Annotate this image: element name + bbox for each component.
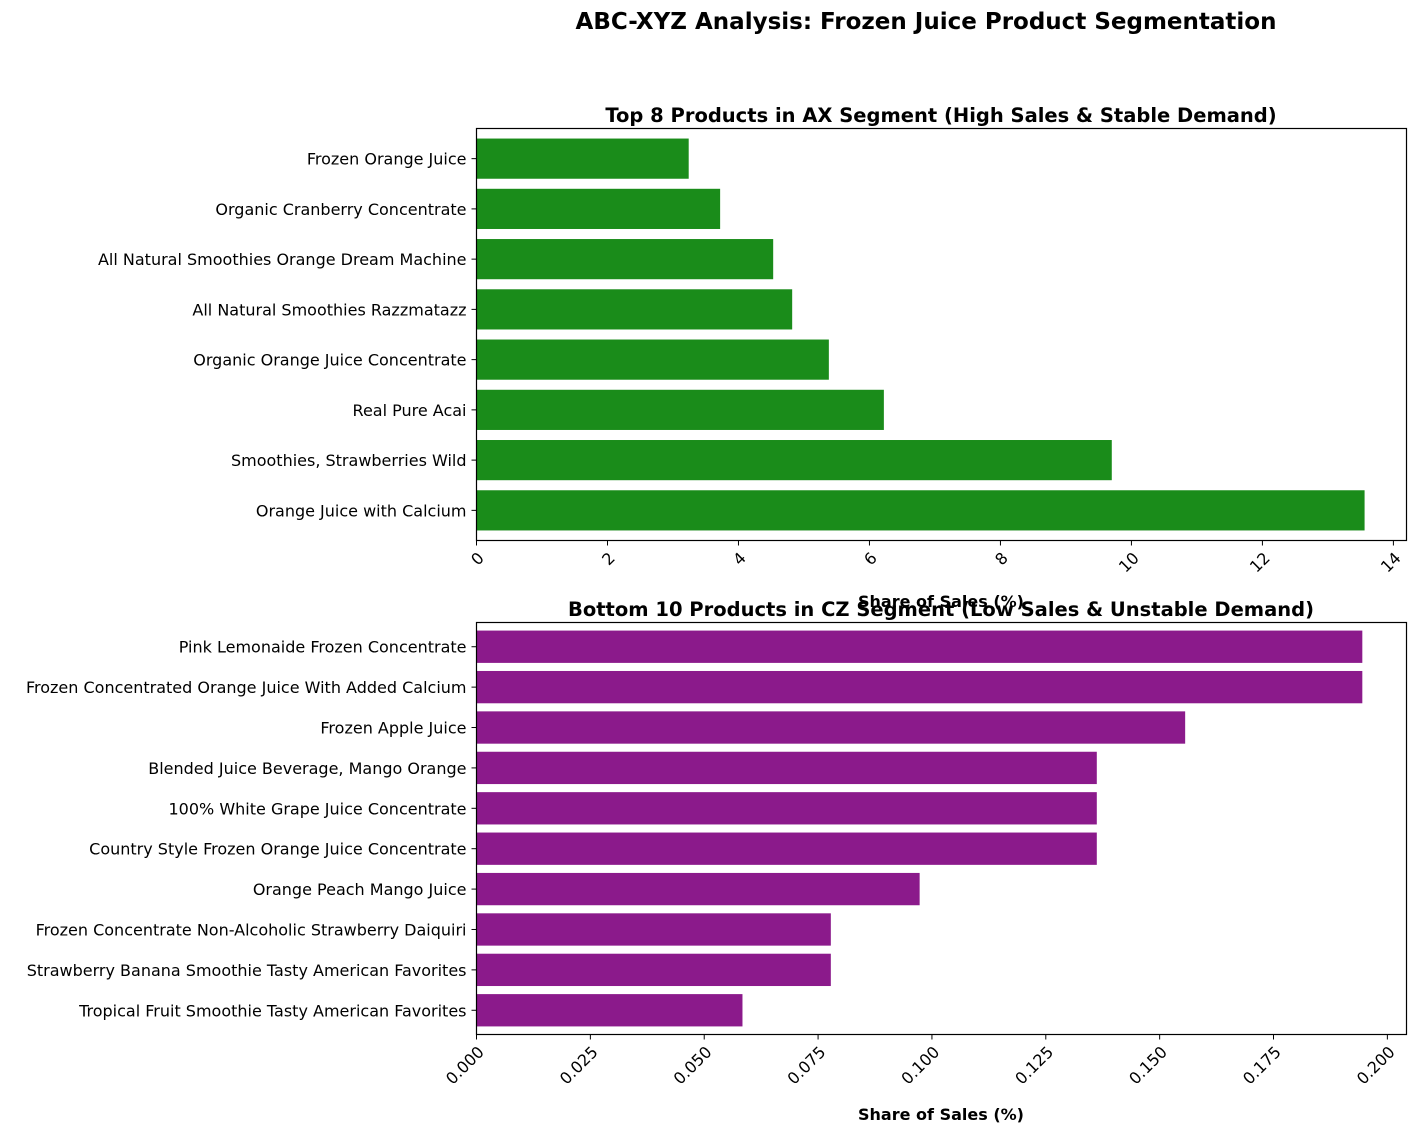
x-tick-label: 0.200 bbox=[1353, 1042, 1399, 1088]
bar bbox=[476, 440, 1112, 481]
category-label: Frozen Concentrated Orange Juice With Ad… bbox=[26, 678, 467, 697]
category-label: All Natural Smoothies Orange Dream Machi… bbox=[98, 250, 467, 269]
category-label: Tropical Fruit Smoothie Tasty American F… bbox=[78, 1001, 466, 1020]
x-tick-label: 0.125 bbox=[1011, 1042, 1057, 1088]
bar bbox=[476, 239, 774, 280]
category-label: Real Pure Acai bbox=[353, 401, 467, 420]
category-label: Orange Peach Mango Juice bbox=[253, 880, 467, 899]
plot-frame bbox=[475, 621, 1408, 1036]
plot-frame bbox=[475, 127, 1408, 542]
x-tick-label: 6 bbox=[860, 548, 881, 569]
x-tick-label: 0.175 bbox=[1239, 1042, 1285, 1088]
bar bbox=[476, 490, 1365, 531]
chart-title: Bottom 10 Products in CZ Segment (Low Sa… bbox=[568, 598, 1314, 621]
category-label: Frozen Concentrate Non-Alcoholic Strawbe… bbox=[36, 920, 467, 939]
x-tick-label: 0.075 bbox=[784, 1042, 830, 1088]
bar bbox=[476, 953, 831, 987]
bar bbox=[476, 389, 884, 430]
x-tick-label: 0.100 bbox=[897, 1042, 943, 1088]
x-tick-label: 0.050 bbox=[670, 1042, 716, 1088]
bar bbox=[476, 832, 1097, 865]
category-label: Pink Lemonaide Frozen Concentrate bbox=[179, 638, 467, 657]
category-label: 100% White Grape Juice Concentrate bbox=[169, 799, 467, 818]
x-axis-label: Share of Sales (%) bbox=[858, 592, 1024, 611]
ax-segment-chart: Top 8 Products in AX Segment (High Sales… bbox=[98, 104, 1408, 611]
category-label: Organic Orange Juice Concentrate bbox=[193, 351, 466, 370]
category-label: Organic Cranberry Concentrate bbox=[215, 200, 466, 219]
bar bbox=[476, 994, 743, 1027]
bar bbox=[476, 670, 1363, 704]
x-ticks: 0 2 4 6 8 10 12 14 bbox=[467, 540, 1405, 576]
bar bbox=[476, 630, 1363, 663]
bar bbox=[476, 792, 1097, 825]
category-label: Strawberry Banana Smoothie Tasty America… bbox=[27, 961, 467, 980]
category-label: Frozen Apple Juice bbox=[320, 719, 466, 738]
bar bbox=[476, 872, 920, 906]
category-label: Blended Juice Beverage, Mango Orange bbox=[148, 759, 466, 778]
x-tick-label: 14 bbox=[1377, 548, 1405, 576]
x-tick-label: 0.000 bbox=[442, 1042, 488, 1088]
x-tick-label: 10 bbox=[1115, 548, 1143, 576]
category-label: All Natural Smoothies Razzmatazz bbox=[192, 300, 466, 319]
bar bbox=[476, 711, 1186, 744]
chart-title: Top 8 Products in AX Segment (High Sales… bbox=[605, 104, 1276, 127]
category-labels: Orange Juice with Calcium Smoothies, Stra… bbox=[98, 150, 477, 520]
category-label: Smoothies, Strawberries Wild bbox=[231, 451, 467, 470]
figure-title: ABC-XYZ Analysis: Frozen Juice Product S… bbox=[576, 9, 1277, 35]
bars-group bbox=[476, 138, 1365, 531]
x-tick-label: 4 bbox=[729, 548, 750, 569]
category-label: Orange Juice with Calcium bbox=[256, 501, 467, 520]
bar bbox=[476, 751, 1097, 785]
category-label: Country Style Frozen Orange Juice Concen… bbox=[89, 840, 466, 859]
category-label: Frozen Orange Juice bbox=[307, 150, 467, 169]
x-tick-label: 0 bbox=[467, 548, 488, 569]
bar bbox=[476, 188, 721, 229]
cz-segment-chart: Bottom 10 Products in CZ Segment (Low Sa… bbox=[26, 598, 1408, 1124]
x-tick-label: 8 bbox=[991, 548, 1012, 569]
x-tick-label: 2 bbox=[598, 548, 619, 569]
x-tick-label: 12 bbox=[1246, 548, 1274, 576]
bars-group bbox=[476, 630, 1363, 1027]
bar bbox=[476, 289, 793, 330]
x-axis-label: Share of Sales (%) bbox=[858, 1105, 1024, 1124]
category-labels: Pink Lemonaide Frozen Concentrate Frozen … bbox=[26, 638, 477, 1020]
x-ticks: 0.000 0.025 0.050 0.075 0.100 0.125 0.150 0.175… bbox=[442, 1034, 1399, 1088]
x-tick-label: 0.025 bbox=[556, 1042, 602, 1088]
bar bbox=[476, 913, 831, 946]
bar bbox=[476, 138, 689, 179]
bar bbox=[476, 339, 829, 380]
x-tick-label: 0.150 bbox=[1125, 1042, 1171, 1088]
